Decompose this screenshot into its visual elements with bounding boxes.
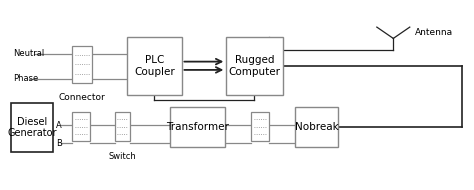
Text: B: B bbox=[56, 139, 62, 148]
Text: Switch: Switch bbox=[109, 152, 136, 161]
Text: Neutral: Neutral bbox=[13, 49, 44, 58]
Bar bbox=[73, 112, 90, 141]
Bar bbox=[251, 112, 269, 141]
Bar bbox=[295, 107, 338, 147]
Bar bbox=[115, 112, 130, 141]
Text: A: A bbox=[56, 121, 62, 130]
Text: Diesel
Generator: Diesel Generator bbox=[7, 117, 56, 138]
Text: Nobreak: Nobreak bbox=[295, 122, 338, 132]
Bar bbox=[226, 36, 283, 95]
Bar bbox=[11, 104, 53, 152]
Bar bbox=[73, 46, 92, 83]
Bar bbox=[128, 36, 182, 95]
Text: Antenna: Antenna bbox=[414, 28, 453, 37]
Text: Phase: Phase bbox=[13, 74, 38, 83]
Text: Rugged
Computer: Rugged Computer bbox=[228, 55, 281, 77]
Text: PLC
Coupler: PLC Coupler bbox=[134, 55, 175, 77]
Text: Connector: Connector bbox=[59, 93, 106, 102]
Text: Transformer: Transformer bbox=[166, 122, 229, 132]
Bar bbox=[170, 107, 225, 147]
